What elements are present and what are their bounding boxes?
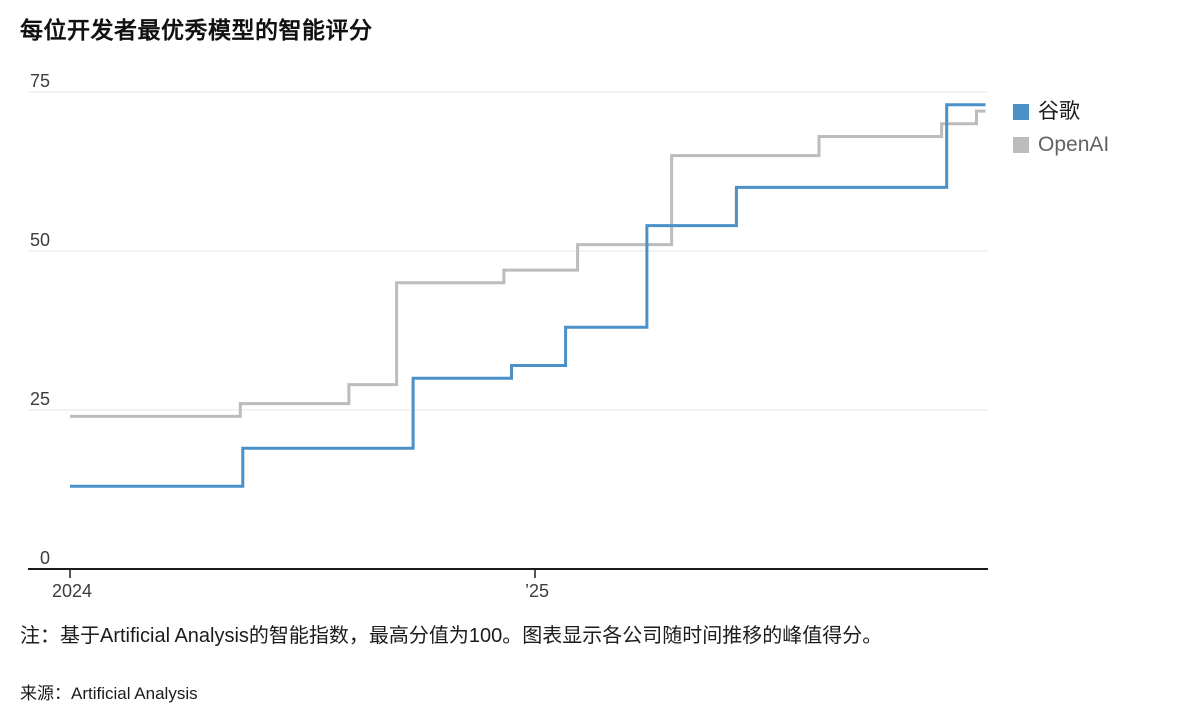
legend-item-openai: OpenAI — [1013, 134, 1109, 155]
x-tick-label-2024: 2024 — [52, 581, 92, 601]
y-tick-label-0: 0 — [40, 548, 50, 568]
legend-swatch-openai-icon — [1013, 136, 1029, 153]
series-line-google — [70, 103, 986, 488]
legend-item-google: 谷歌 — [1013, 101, 1109, 122]
y-tick-label-75: 75 — [30, 71, 50, 91]
series-line-openai — [70, 109, 986, 418]
chart-legend: 谷歌 OpenAI — [1013, 101, 1109, 167]
legend-swatch-google-icon — [1013, 103, 1029, 120]
legend-label-google: 谷歌 — [1038, 100, 1080, 123]
y-tick-label-50: 50 — [30, 230, 50, 250]
x-tick-label-’25: ’25 — [525, 581, 549, 601]
y-tick-label-25: 25 — [30, 389, 50, 409]
legend-label-openai: OpenAI — [1038, 133, 1110, 156]
chart-source: 来源：Artificial Analysis — [20, 684, 198, 703]
page-title: 每位开发者最优秀模型的智能评分 — [20, 17, 373, 43]
chart-note: 注：基于Artificial Analysis的智能指数，最高分值为100。图表… — [20, 625, 883, 647]
